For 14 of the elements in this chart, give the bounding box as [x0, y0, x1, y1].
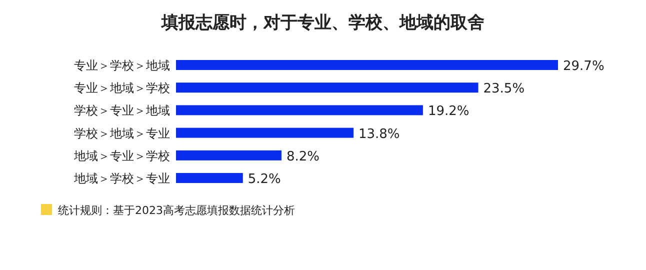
- title: 填报志愿时，对于专业、学校、地域的取舍: [162, 13, 484, 33]
- category-label: 专业＞学校＞地域: [74, 58, 170, 72]
- data-label: 8.2%: [286, 149, 320, 164]
- data-label: 13.8%: [358, 126, 400, 142]
- annotation: 统计规则：基于2023高考志愿填报数据统计分析: [58, 204, 295, 217]
- category-label: 专业＞地域＞学校: [74, 81, 170, 96]
- data-label: 29.7%: [563, 59, 604, 74]
- data-label: 5.2%: [248, 172, 281, 187]
- category-label: 学校＞专业＞地域: [74, 104, 170, 118]
- category-label: 学校＞地域＞专业: [74, 126, 170, 140]
- category-label: 地域＞专业＞学校: [74, 148, 170, 163]
- data-label: 23.5%: [483, 82, 525, 97]
- data-label: 19.2%: [428, 104, 470, 120]
- category-label: 地域＞学校＞专业: [74, 172, 170, 186]
